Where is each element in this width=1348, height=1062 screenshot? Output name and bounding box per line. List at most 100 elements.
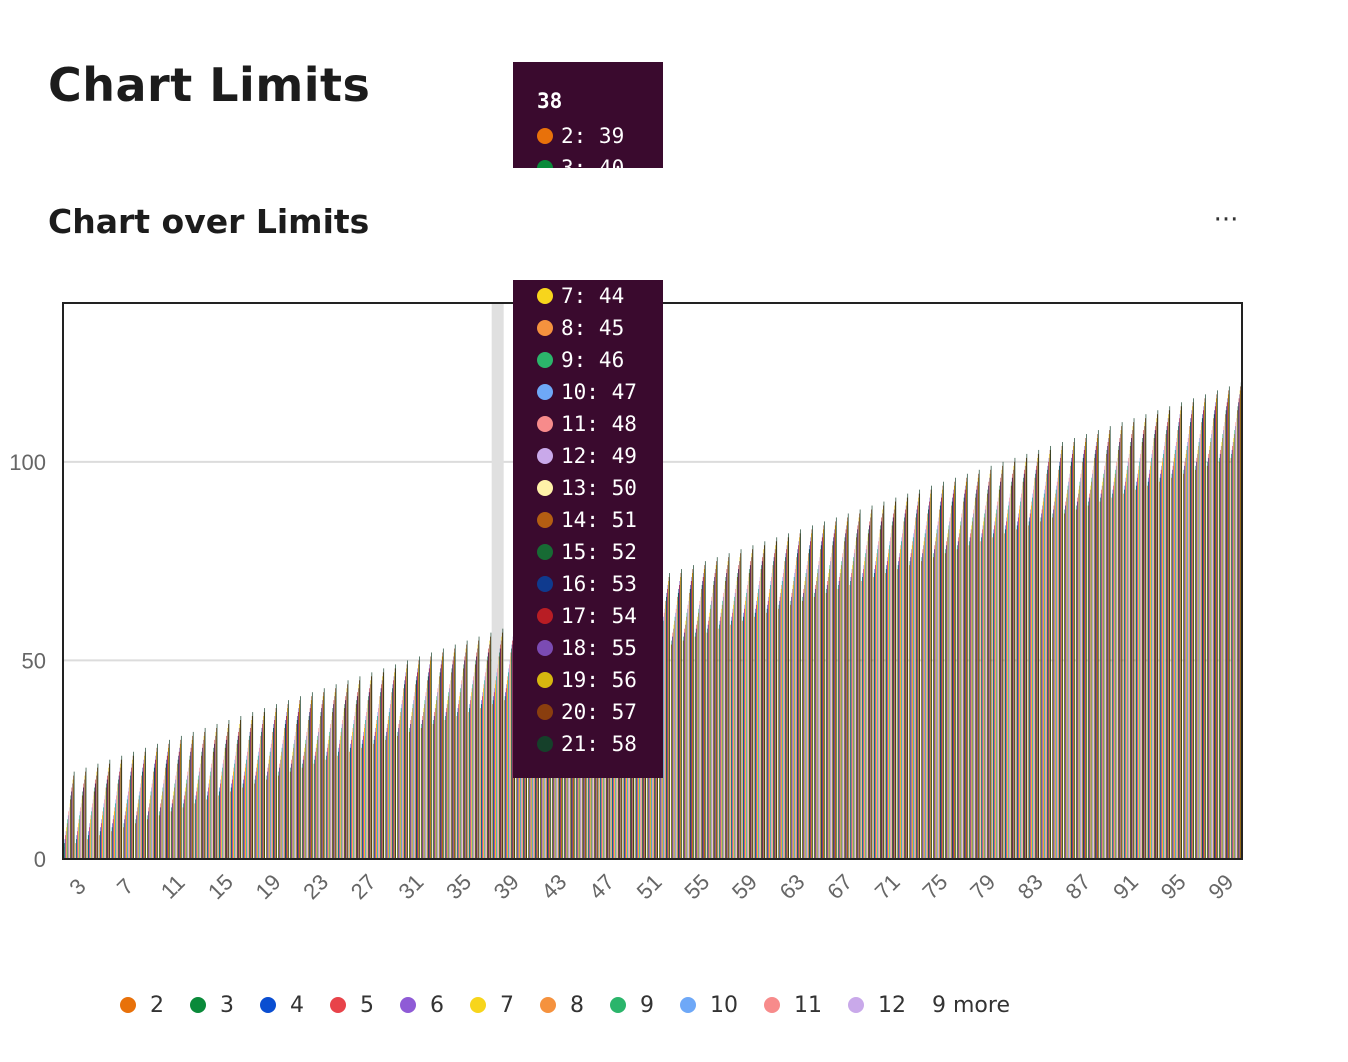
bar: [356, 700, 358, 859]
legend-item[interactable]: 10: [680, 993, 738, 1018]
bar: [1012, 469, 1014, 859]
bar: [427, 680, 428, 859]
bar: [364, 727, 365, 859]
bar: [744, 604, 746, 859]
x-tick-label: 67: [822, 869, 857, 904]
bar: [1167, 422, 1168, 859]
bar: [690, 581, 692, 859]
bar: [694, 636, 696, 859]
legend-item[interactable]: 12: [848, 993, 906, 1018]
legend-item[interactable]: 8: [540, 993, 584, 1018]
bar: [922, 549, 924, 859]
bar: [266, 779, 267, 859]
bar: [875, 561, 877, 859]
bar: [437, 688, 439, 859]
bar: [419, 656, 420, 859]
bar: [495, 680, 497, 859]
bar: [745, 596, 747, 859]
bar: [212, 751, 214, 859]
bar: [814, 588, 816, 859]
bar: [814, 592, 816, 859]
bar: [752, 549, 753, 859]
bar: [980, 541, 982, 859]
bar: [831, 553, 832, 859]
bar: [1129, 445, 1131, 859]
bar: [830, 557, 832, 859]
bar: [782, 573, 784, 859]
bar: [1148, 473, 1150, 859]
bar: [236, 743, 238, 859]
legend-item[interactable]: 9: [610, 993, 654, 1018]
bar: [247, 751, 248, 859]
tooltip-row-label: 17: 54: [561, 604, 637, 628]
bar: [722, 596, 724, 859]
legend-item[interactable]: 11: [764, 993, 822, 1018]
bar: [1019, 505, 1021, 859]
bar: [832, 541, 834, 859]
bar: [766, 608, 768, 859]
more-options-icon[interactable]: ···: [1213, 205, 1239, 235]
bar: [773, 557, 775, 859]
bar: [112, 823, 113, 859]
bar: [341, 727, 342, 859]
bar: [1040, 521, 1041, 859]
bar: [304, 743, 306, 859]
bar: [92, 799, 94, 859]
bar: [781, 584, 783, 859]
bar: [276, 704, 277, 859]
bar: [119, 771, 120, 859]
bar: [779, 600, 780, 859]
bar: [807, 557, 809, 859]
bar: [504, 700, 505, 859]
bar: [80, 803, 82, 859]
legend-item[interactable]: 6: [400, 993, 444, 1018]
bar: [273, 723, 275, 859]
bar: [87, 835, 89, 859]
bar: [1008, 501, 1010, 859]
legend-item[interactable]: 2: [120, 993, 164, 1018]
bar: [684, 628, 686, 859]
bar: [180, 739, 182, 859]
bar: [184, 791, 186, 859]
bar: [1052, 513, 1054, 859]
bar: [987, 493, 988, 859]
bar: [885, 569, 887, 859]
bar: [1184, 461, 1186, 859]
bar: [390, 700, 392, 859]
legend-dot-icon: [848, 997, 864, 1013]
x-tick-label: 31: [394, 869, 429, 904]
bar: [851, 569, 853, 859]
legend-item[interactable]: 5: [330, 993, 374, 1018]
bar: [260, 735, 262, 859]
bar: [868, 529, 870, 859]
bar: [995, 517, 996, 859]
bar: [1030, 505, 1032, 859]
bar: [1213, 418, 1214, 859]
bar: [399, 720, 400, 859]
bar: [249, 731, 251, 859]
bar: [1026, 453, 1028, 859]
bar: [172, 799, 174, 859]
bar: [1067, 489, 1068, 859]
legend-more-link[interactable]: 9 more: [932, 992, 1010, 1018]
bar: [739, 557, 741, 859]
bar: [87, 839, 89, 859]
bar: [317, 735, 319, 859]
bar: [669, 573, 670, 859]
bar: [912, 537, 914, 859]
legend-item[interactable]: 3: [190, 993, 234, 1018]
bar: [374, 731, 376, 859]
bar: [709, 612, 711, 859]
bar: [1140, 449, 1142, 859]
bar: [826, 588, 827, 859]
legend-item[interactable]: 4: [260, 993, 304, 1018]
bar: [738, 569, 739, 859]
bar: [788, 533, 790, 859]
legend-item[interactable]: 7: [470, 993, 514, 1018]
bar: [483, 688, 484, 859]
bar: [769, 584, 771, 859]
bar: [951, 501, 953, 859]
bar: [197, 779, 199, 859]
